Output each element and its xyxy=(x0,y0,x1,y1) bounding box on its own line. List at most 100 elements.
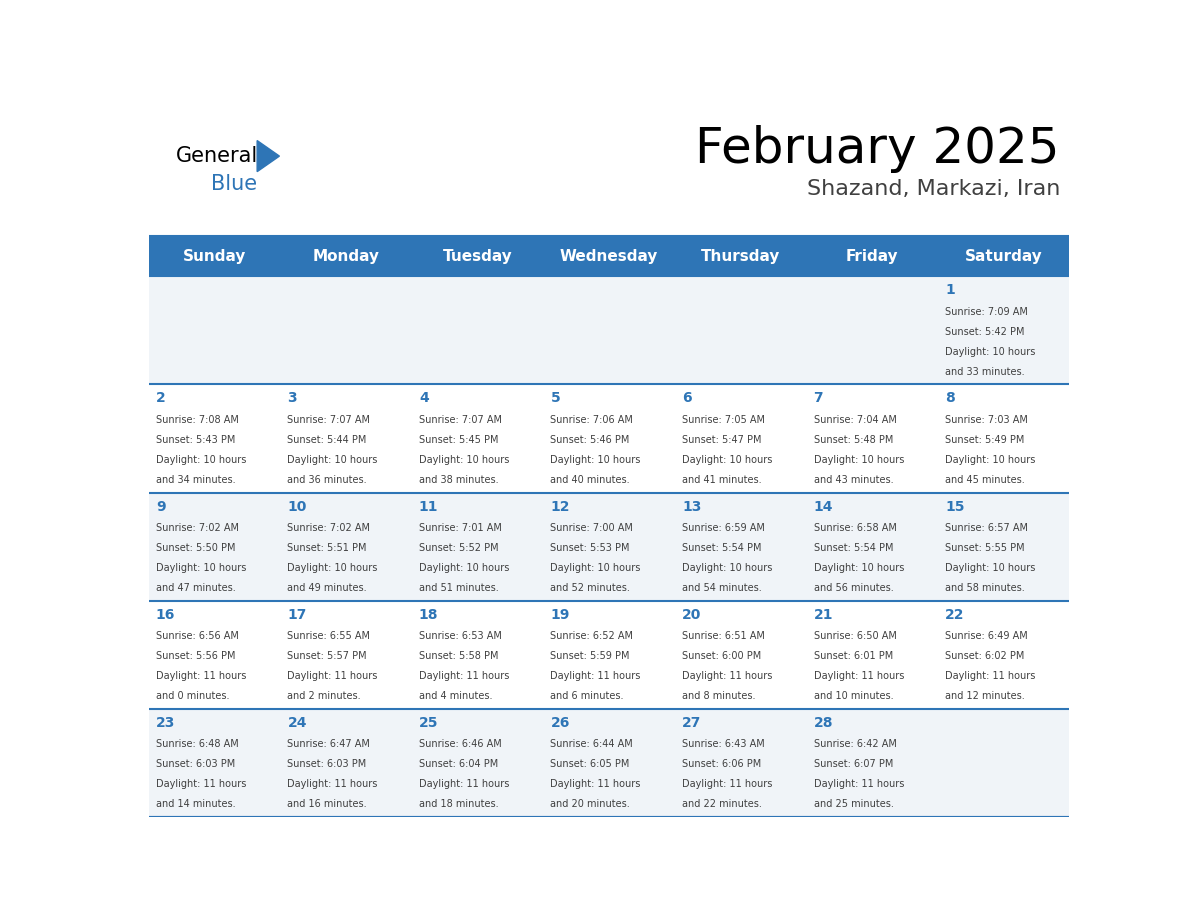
Bar xyxy=(543,385,675,493)
Text: 25: 25 xyxy=(419,716,438,730)
Text: Daylight: 11 hours: Daylight: 11 hours xyxy=(419,779,510,789)
Text: and 8 minutes.: and 8 minutes. xyxy=(682,691,756,701)
Text: Sunrise: 7:06 AM: Sunrise: 7:06 AM xyxy=(550,415,633,425)
Text: and 34 minutes.: and 34 minutes. xyxy=(156,475,235,485)
Text: Sunset: 6:03 PM: Sunset: 6:03 PM xyxy=(287,759,367,769)
Bar xyxy=(807,276,937,385)
Text: Sunset: 5:49 PM: Sunset: 5:49 PM xyxy=(944,435,1024,445)
Text: Sunset: 5:44 PM: Sunset: 5:44 PM xyxy=(287,435,367,445)
Text: 22: 22 xyxy=(944,608,965,621)
Bar xyxy=(543,276,675,385)
Bar xyxy=(937,709,1069,817)
Bar xyxy=(411,600,543,709)
Text: Daylight: 10 hours: Daylight: 10 hours xyxy=(944,563,1036,573)
Text: and 6 minutes.: and 6 minutes. xyxy=(550,691,624,701)
Text: Sunrise: 7:05 AM: Sunrise: 7:05 AM xyxy=(682,415,765,425)
Text: and 14 minutes.: and 14 minutes. xyxy=(156,800,235,810)
Text: 6: 6 xyxy=(682,391,691,406)
Text: and 43 minutes.: and 43 minutes. xyxy=(814,475,893,485)
Bar xyxy=(675,385,807,493)
Text: Daylight: 11 hours: Daylight: 11 hours xyxy=(682,671,772,681)
Text: Daylight: 11 hours: Daylight: 11 hours xyxy=(944,671,1036,681)
Text: 5: 5 xyxy=(550,391,561,406)
Text: 17: 17 xyxy=(287,608,307,621)
Text: Daylight: 10 hours: Daylight: 10 hours xyxy=(419,563,510,573)
Text: Friday: Friday xyxy=(846,249,898,263)
Text: Sunrise: 6:44 AM: Sunrise: 6:44 AM xyxy=(550,739,633,749)
Text: 16: 16 xyxy=(156,608,176,621)
Text: Daylight: 11 hours: Daylight: 11 hours xyxy=(682,779,772,789)
Bar xyxy=(148,276,280,385)
Text: Tuesday: Tuesday xyxy=(442,249,512,263)
Text: Thursday: Thursday xyxy=(701,249,781,263)
Text: 19: 19 xyxy=(550,608,570,621)
Text: Sunrise: 7:07 AM: Sunrise: 7:07 AM xyxy=(287,415,371,425)
Text: Sunset: 5:57 PM: Sunset: 5:57 PM xyxy=(287,651,367,661)
Text: Sunrise: 6:55 AM: Sunrise: 6:55 AM xyxy=(287,631,371,641)
Text: and 38 minutes.: and 38 minutes. xyxy=(419,475,499,485)
Text: 9: 9 xyxy=(156,499,165,514)
Bar xyxy=(280,709,411,817)
Text: Daylight: 11 hours: Daylight: 11 hours xyxy=(550,671,640,681)
Text: Sunset: 5:59 PM: Sunset: 5:59 PM xyxy=(550,651,630,661)
Bar xyxy=(675,493,807,600)
Text: Daylight: 11 hours: Daylight: 11 hours xyxy=(287,671,378,681)
Text: Sunrise: 7:02 AM: Sunrise: 7:02 AM xyxy=(287,523,371,533)
Text: and 41 minutes.: and 41 minutes. xyxy=(682,475,762,485)
Text: Daylight: 10 hours: Daylight: 10 hours xyxy=(419,454,510,465)
Text: Sunset: 5:43 PM: Sunset: 5:43 PM xyxy=(156,435,235,445)
Text: Sunrise: 6:58 AM: Sunrise: 6:58 AM xyxy=(814,523,897,533)
Text: Sunset: 6:06 PM: Sunset: 6:06 PM xyxy=(682,759,762,769)
Text: Sunrise: 7:04 AM: Sunrise: 7:04 AM xyxy=(814,415,897,425)
Text: Daylight: 11 hours: Daylight: 11 hours xyxy=(156,779,246,789)
Text: Shazand, Markazi, Iran: Shazand, Markazi, Iran xyxy=(807,179,1060,199)
Text: Daylight: 10 hours: Daylight: 10 hours xyxy=(944,454,1036,465)
Text: Daylight: 10 hours: Daylight: 10 hours xyxy=(814,563,904,573)
Text: and 40 minutes.: and 40 minutes. xyxy=(550,475,630,485)
Text: Daylight: 11 hours: Daylight: 11 hours xyxy=(287,779,378,789)
Text: and 10 minutes.: and 10 minutes. xyxy=(814,691,893,701)
Bar xyxy=(937,385,1069,493)
Bar xyxy=(807,600,937,709)
Bar xyxy=(148,493,280,600)
Text: and 16 minutes.: and 16 minutes. xyxy=(287,800,367,810)
Text: Sunrise: 7:02 AM: Sunrise: 7:02 AM xyxy=(156,523,239,533)
Text: Sunset: 5:53 PM: Sunset: 5:53 PM xyxy=(550,543,630,553)
Bar xyxy=(280,493,411,600)
Text: 3: 3 xyxy=(287,391,297,406)
Text: Sunrise: 6:48 AM: Sunrise: 6:48 AM xyxy=(156,739,239,749)
Text: and 51 minutes.: and 51 minutes. xyxy=(419,583,499,593)
Text: Sunset: 6:07 PM: Sunset: 6:07 PM xyxy=(814,759,893,769)
Text: Sunrise: 7:08 AM: Sunrise: 7:08 AM xyxy=(156,415,239,425)
Text: Sunrise: 6:47 AM: Sunrise: 6:47 AM xyxy=(287,739,371,749)
Text: Sunset: 5:56 PM: Sunset: 5:56 PM xyxy=(156,651,235,661)
Text: Blue: Blue xyxy=(211,174,258,195)
Text: Sunrise: 6:59 AM: Sunrise: 6:59 AM xyxy=(682,523,765,533)
Text: Sunrise: 6:42 AM: Sunrise: 6:42 AM xyxy=(814,739,897,749)
Text: 11: 11 xyxy=(419,499,438,514)
Bar xyxy=(148,600,280,709)
Text: Daylight: 10 hours: Daylight: 10 hours xyxy=(682,563,772,573)
Text: Daylight: 11 hours: Daylight: 11 hours xyxy=(419,671,510,681)
Text: Sunset: 5:55 PM: Sunset: 5:55 PM xyxy=(944,543,1025,553)
Text: Sunset: 5:48 PM: Sunset: 5:48 PM xyxy=(814,435,893,445)
Text: 12: 12 xyxy=(550,499,570,514)
Text: and 2 minutes.: and 2 minutes. xyxy=(287,691,361,701)
Text: February 2025: February 2025 xyxy=(695,125,1060,173)
Text: Daylight: 10 hours: Daylight: 10 hours xyxy=(156,563,246,573)
Bar xyxy=(148,709,280,817)
Bar xyxy=(937,276,1069,385)
Text: Sunset: 5:52 PM: Sunset: 5:52 PM xyxy=(419,543,499,553)
Polygon shape xyxy=(257,140,279,172)
Text: 21: 21 xyxy=(814,608,833,621)
Text: and 12 minutes.: and 12 minutes. xyxy=(944,691,1025,701)
Text: 26: 26 xyxy=(550,716,570,730)
Text: Daylight: 10 hours: Daylight: 10 hours xyxy=(814,454,904,465)
Text: Sunrise: 6:57 AM: Sunrise: 6:57 AM xyxy=(944,523,1028,533)
Text: Sunset: 5:58 PM: Sunset: 5:58 PM xyxy=(419,651,499,661)
Text: Daylight: 10 hours: Daylight: 10 hours xyxy=(550,454,640,465)
Bar xyxy=(675,600,807,709)
Text: Sunset: 6:02 PM: Sunset: 6:02 PM xyxy=(944,651,1024,661)
Text: and 52 minutes.: and 52 minutes. xyxy=(550,583,631,593)
Text: Sunset: 5:54 PM: Sunset: 5:54 PM xyxy=(682,543,762,553)
